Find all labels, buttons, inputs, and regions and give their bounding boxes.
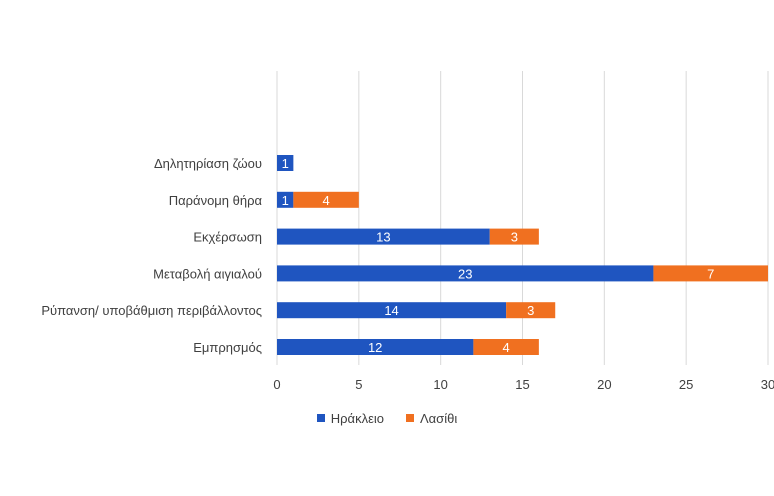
data-label: 3 bbox=[527, 303, 534, 318]
bar-segment bbox=[277, 228, 490, 245]
legend-item-heraklion: Ηράκλειο bbox=[316, 410, 384, 426]
data-label: 12 bbox=[368, 340, 382, 355]
category-label: Δηλητηρίαση ζώου bbox=[154, 156, 262, 171]
x-axis-tick-labels: 0 5 10 15 20 25 30 bbox=[273, 377, 774, 392]
bar-segment bbox=[277, 339, 474, 355]
x-tick-label: 5 bbox=[355, 377, 362, 392]
bar-segment bbox=[277, 302, 507, 319]
data-label: 13 bbox=[376, 230, 390, 245]
bar-segment bbox=[506, 302, 556, 319]
x-tick-label: 20 bbox=[597, 377, 611, 392]
legend-label-lasithi: Λασίθι bbox=[419, 410, 458, 426]
category-labels: Εμπρησμός Ρύπανση/ υποβάθμιση περιβάλλοντ… bbox=[41, 156, 262, 355]
x-tick-label: 0 bbox=[273, 377, 280, 392]
x-tick-label: 10 bbox=[433, 377, 447, 392]
category-label: Παράνομη θήρα bbox=[169, 193, 263, 208]
data-label: 1 bbox=[282, 156, 289, 171]
bars: 12 414 323 713 31 41 bbox=[277, 155, 768, 355]
data-label: 7 bbox=[707, 266, 714, 281]
x-tick-label: 30 bbox=[761, 377, 774, 392]
bar-segment bbox=[473, 339, 539, 355]
category-label: Εκχέρσωση bbox=[193, 230, 262, 245]
bar-segment bbox=[489, 228, 539, 245]
legend: Ηράκλειο Λασίθι bbox=[0, 408, 774, 428]
x-tick-label: 25 bbox=[679, 377, 693, 392]
data-label: 3 bbox=[511, 230, 518, 245]
category-label: Ρύπανση/ υποβάθμιση περιβάλλοντος bbox=[41, 303, 262, 318]
category-label: Εμπρησμός bbox=[193, 340, 262, 355]
gridlines bbox=[276, 71, 769, 365]
legend-label-heraklion: Ηράκλειο bbox=[330, 410, 384, 426]
data-label: 4 bbox=[322, 193, 329, 208]
data-label: 4 bbox=[503, 340, 510, 355]
bar-segment bbox=[277, 265, 654, 282]
data-label: 1 bbox=[282, 193, 289, 208]
legend-swatch-lasithi bbox=[405, 414, 414, 422]
bar-segment bbox=[277, 155, 294, 171]
bar-segment bbox=[277, 191, 294, 208]
category-label: Μεταβολή αιγιαλού bbox=[153, 266, 262, 281]
data-label: 23 bbox=[458, 266, 472, 281]
data-label: 14 bbox=[384, 303, 398, 318]
legend-item-lasithi: Λασίθι bbox=[405, 410, 458, 426]
bar-segment bbox=[653, 265, 768, 282]
bar-segment bbox=[293, 191, 359, 208]
legend-swatch-heraklion bbox=[316, 414, 325, 422]
x-tick-label: 15 bbox=[515, 377, 529, 392]
